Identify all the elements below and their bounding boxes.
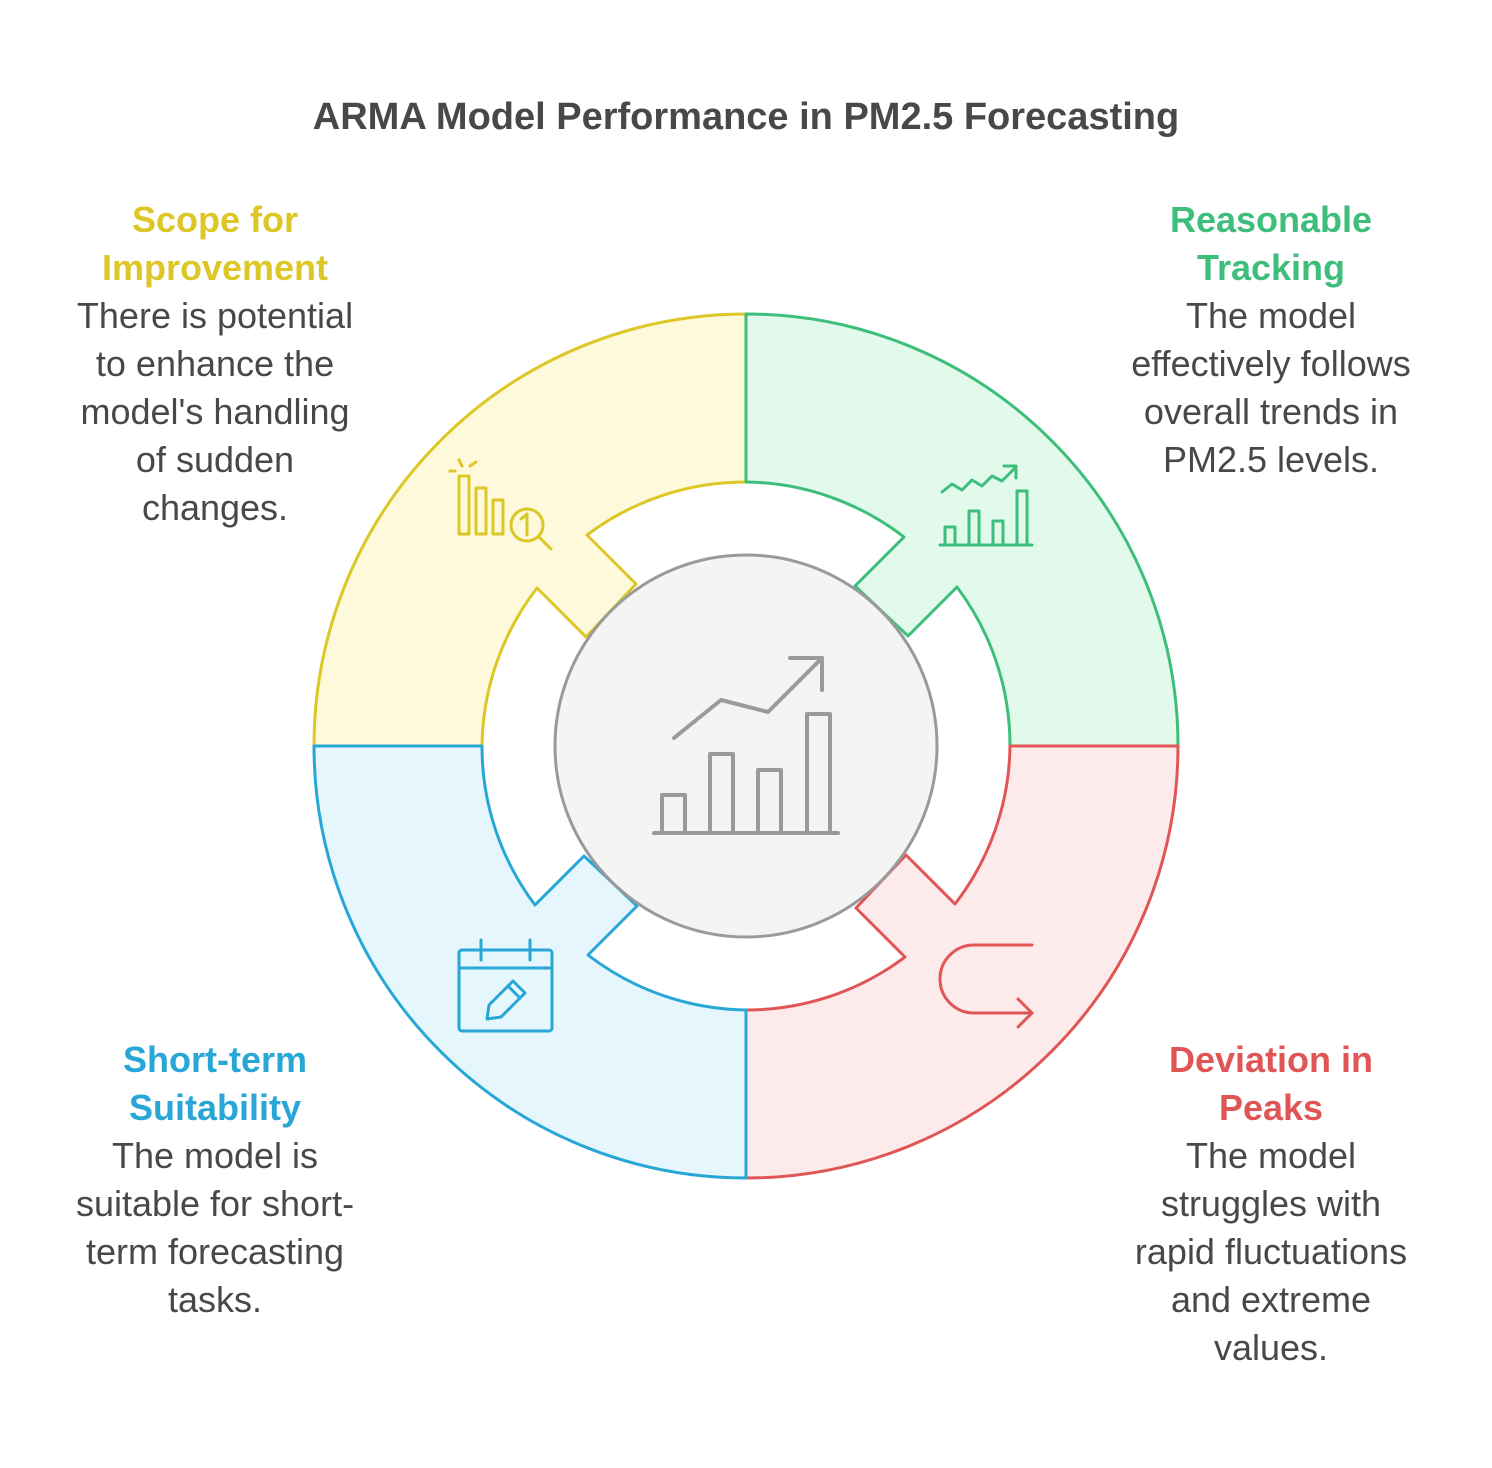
description-line: effectively follows [1131, 343, 1411, 384]
description-line: to enhance the [95, 343, 335, 384]
center-circle [553, 553, 939, 939]
section-suitability-heading: Short-term Suitability [40, 1036, 390, 1132]
heading-line: Tracking [1196, 247, 1346, 288]
section-suitability-description: The model is suitable for short- term fo… [40, 1132, 390, 1324]
description-line: struggles with [1160, 1183, 1382, 1224]
diagram-title: ARMA Model Performance in PM2.5 Forecast… [312, 96, 1180, 138]
description-line: model's handling [80, 391, 350, 432]
trend-bar-chart-icon [938, 464, 1034, 547]
section-scope-heading: Scope for Improvement [40, 196, 390, 292]
description-line: The model [1185, 1135, 1357, 1176]
section-scope-description: There is potential to enhance the model'… [40, 292, 390, 532]
section-deviation: Deviation in Peaks The model struggles w… [1096, 1036, 1446, 1372]
description-line: term forecasting [85, 1231, 345, 1272]
description-line: overall trends in [1143, 391, 1399, 432]
description-line: changes. [141, 487, 289, 528]
description-line: The model [1185, 295, 1357, 336]
heading-line: Reasonable [1169, 199, 1373, 240]
description-line: and extreme [1170, 1279, 1372, 1320]
heading-line: Suitability [128, 1087, 302, 1128]
description-line: suitable for short- [75, 1183, 355, 1224]
u-turn-arrow-icon [938, 943, 1034, 1029]
section-suitability: Short-term Suitability The model is suit… [40, 1036, 390, 1324]
section-deviation-heading: Deviation in Peaks [1096, 1036, 1446, 1132]
segment-tracking [744, 312, 1180, 748]
description-line: tasks. [167, 1279, 263, 1320]
section-tracking-description: The model effectively follows overall tr… [1096, 292, 1446, 484]
section-tracking-heading: Reasonable Tracking [1096, 196, 1446, 292]
bar-chart-magnifier-icon [448, 458, 553, 551]
section-tracking: Reasonable Tracking The model effectivel… [1096, 196, 1446, 484]
section-deviation-description: The model struggles with rapid fluctuati… [1096, 1132, 1446, 1372]
heading-line: Peaks [1218, 1087, 1324, 1128]
description-line: values. [1213, 1327, 1329, 1368]
description-line: PM2.5 levels. [1162, 439, 1380, 480]
description-line: rapid fluctuations [1134, 1231, 1408, 1272]
description-line: The model is [111, 1135, 319, 1176]
description-line: of sudden [135, 439, 295, 480]
segment-suitability [312, 744, 748, 1180]
heading-line: Short-term [122, 1039, 307, 1080]
description-line: There is potential [76, 295, 354, 336]
heading-line: Scope for [131, 199, 299, 240]
bar-chart-growth-icon [652, 656, 840, 835]
section-scope: Scope for Improvement There is potential… [40, 196, 390, 532]
calendar-edit-icon [457, 938, 554, 1033]
segment-deviation [744, 744, 1180, 1180]
heading-line: Deviation in [1168, 1039, 1374, 1080]
segment-scope [312, 312, 748, 748]
heading-line: Improvement [101, 247, 329, 288]
